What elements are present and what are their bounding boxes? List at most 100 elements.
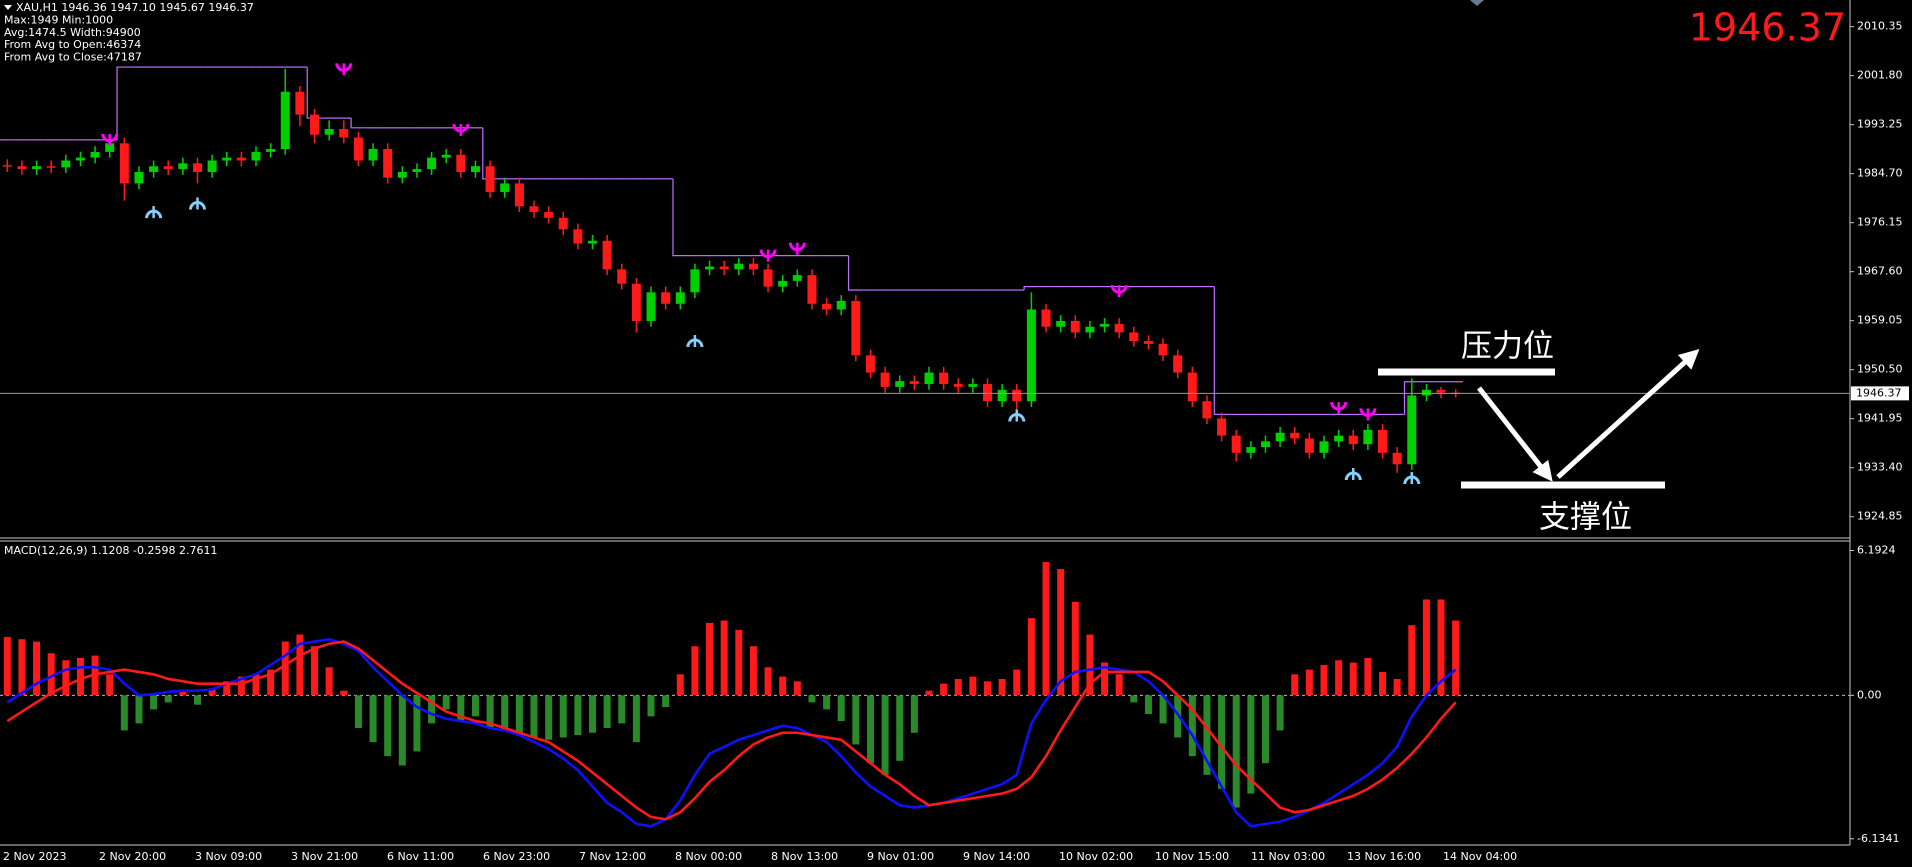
macd-title: MACD(12,26,9) 1.1208 -0.2598 2.7611 <box>4 544 217 557</box>
sell-signal <box>1330 401 1348 415</box>
histogram-bar <box>413 695 421 752</box>
histogram-bar <box>662 695 670 708</box>
histogram-bar <box>1335 660 1343 696</box>
histogram-bar <box>252 674 260 696</box>
y-tick-label: 1984.70 <box>1857 167 1903 180</box>
x-tick-label: 2 Nov 2023 <box>3 850 66 863</box>
histogram-bar <box>793 681 801 696</box>
histogram-bar <box>369 695 377 743</box>
current-price-box <box>1851 386 1909 401</box>
collapse-icon <box>4 5 12 10</box>
histogram-bar <box>501 695 509 731</box>
histogram-bar <box>193 695 201 705</box>
buy-signal <box>1344 468 1362 481</box>
level-step <box>350 118 366 129</box>
histogram-bar <box>1452 620 1460 696</box>
candle-body <box>1202 401 1212 419</box>
histogram-bar <box>1320 664 1328 696</box>
candle-body <box>383 149 393 178</box>
candle-body <box>412 169 422 172</box>
candle-body <box>368 149 378 161</box>
candle-body <box>807 275 817 304</box>
candle-body <box>1275 432 1285 442</box>
candle-body <box>251 151 261 161</box>
y-tick-label: 1993.25 <box>1857 118 1903 131</box>
y-tick-label: 1950.50 <box>1857 363 1903 376</box>
support-label: 支撑位 <box>1539 500 1632 536</box>
candle-body <box>705 266 715 270</box>
histogram-bar <box>720 620 728 696</box>
candle-body <box>1319 441 1329 453</box>
y-tick-label: -6.1341 <box>1857 832 1899 845</box>
candle-body <box>1363 429 1373 445</box>
candle-body <box>1246 447 1256 453</box>
histogram-bar <box>486 695 494 729</box>
histogram-bar <box>106 674 114 696</box>
histogram-bar <box>1291 674 1299 696</box>
sell-signal <box>452 123 470 137</box>
candle-body <box>895 381 905 387</box>
candle-body <box>2 165 12 167</box>
histogram-bar <box>384 695 392 757</box>
histogram-bar <box>3 636 11 696</box>
candle-body <box>1334 435 1344 442</box>
histogram-bar <box>779 676 787 696</box>
candle-body <box>1129 332 1139 342</box>
histogram-bar <box>530 695 538 738</box>
histogram-bar <box>471 695 479 717</box>
histogram-bar <box>998 678 1006 696</box>
sell-signal <box>788 242 806 255</box>
candle-body <box>1173 355 1183 373</box>
x-tick-label: 10 Nov 02:00 <box>1059 850 1133 863</box>
histogram-bar <box>896 695 904 761</box>
y-tick-label: 1959.05 <box>1857 314 1903 327</box>
candle-body <box>222 157 232 161</box>
candle-body <box>295 91 305 115</box>
histogram-bar <box>1247 695 1255 794</box>
x-tick-label: 6 Nov 11:00 <box>387 850 454 863</box>
histogram-bar <box>1379 671 1387 696</box>
candle-body <box>661 292 671 304</box>
candle-body <box>339 128 349 138</box>
x-tick-label: 2 Nov 20:00 <box>99 850 166 863</box>
header-line: Avg:1474.5 Width:94900 <box>4 26 141 39</box>
buy-signal <box>1403 472 1421 485</box>
candle-body <box>163 166 173 170</box>
histogram-bar <box>1086 634 1094 696</box>
buy-signal <box>145 206 163 219</box>
candle-body <box>324 128 334 135</box>
x-tick-label: 13 Nov 16:00 <box>1347 850 1421 863</box>
y-tick-label: 1967.60 <box>1857 265 1903 278</box>
candle-body <box>178 163 188 170</box>
level-step <box>1023 285 1039 291</box>
histogram-bar <box>706 622 714 696</box>
header-line: XAU,H1 1946.36 1947.10 1945.67 1946.37 <box>16 1 254 14</box>
histogram-bar <box>76 657 84 696</box>
candle-body <box>880 372 890 387</box>
candle-body <box>544 212 554 218</box>
candle-body <box>1217 418 1227 436</box>
candle-body <box>485 166 495 193</box>
candle-body <box>865 355 875 373</box>
y-tick-label: 1976.15 <box>1857 216 1903 229</box>
y-tick-label: 6.1924 <box>1857 544 1896 557</box>
x-tick-label: 3 Nov 21:00 <box>291 850 358 863</box>
level-step <box>116 66 132 140</box>
histogram-bar <box>237 676 245 696</box>
x-tick-label: 14 Nov 04:00 <box>1443 850 1517 863</box>
candle-body <box>1392 452 1402 465</box>
candle-body <box>734 263 744 270</box>
x-tick-label: 9 Nov 14:00 <box>963 850 1030 863</box>
histogram-bar <box>676 674 684 696</box>
y-tick-label: 2010.35 <box>1857 20 1903 33</box>
level-step <box>847 255 864 291</box>
candle-body <box>353 137 363 161</box>
histogram-bar <box>940 683 948 696</box>
resistance-label: 压力位 <box>1461 329 1554 365</box>
histogram-bar <box>954 678 962 696</box>
histogram-bar <box>632 695 640 743</box>
candle-body <box>470 166 480 172</box>
current-price-label: 1946.37 <box>1856 386 1902 399</box>
